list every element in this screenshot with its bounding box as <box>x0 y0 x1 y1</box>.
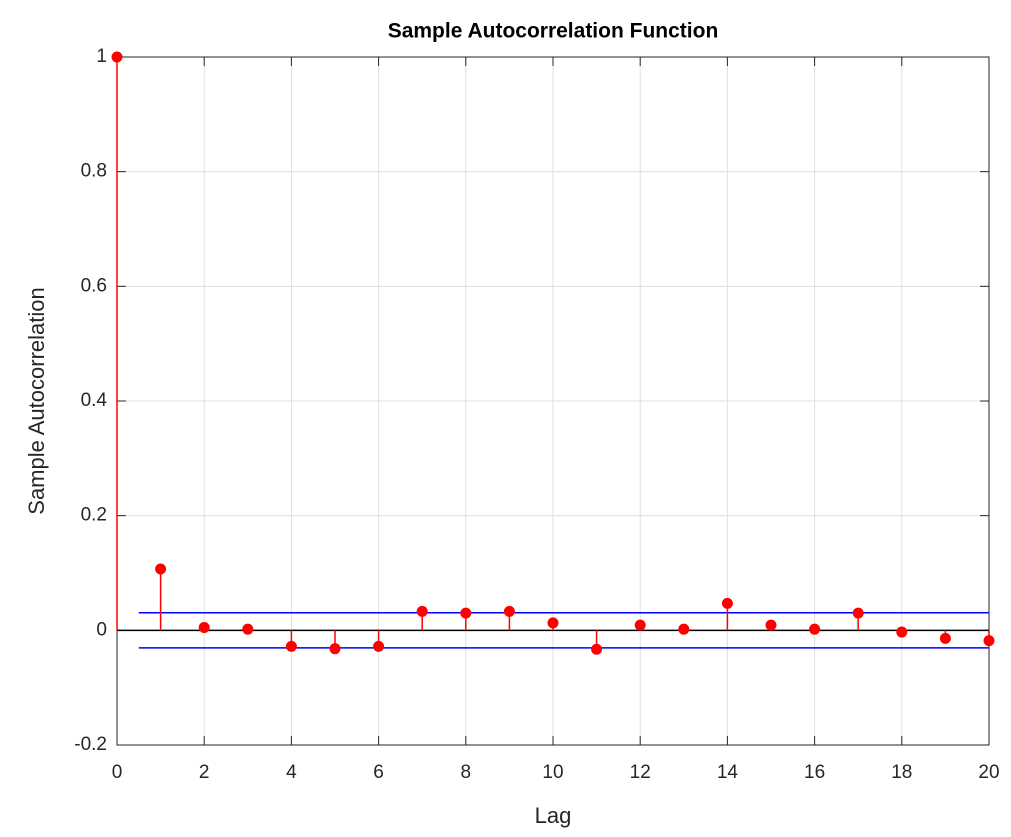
stem-marker <box>983 635 995 647</box>
y-tick-label: 0.2 <box>81 505 107 526</box>
stem-marker <box>373 640 385 652</box>
stem-marker <box>242 623 254 635</box>
x-tick-label: 18 <box>891 762 912 783</box>
x-tick-label: 4 <box>286 762 297 783</box>
x-tick-label: 8 <box>461 762 472 783</box>
stem-marker <box>198 621 210 633</box>
x-tick-label: 14 <box>717 762 739 783</box>
stem-marker <box>155 563 167 575</box>
y-tick-label: 0.6 <box>81 275 107 296</box>
y-tick-label: -0.2 <box>74 734 107 755</box>
stem-marker <box>591 643 603 655</box>
x-tick-label: 6 <box>373 762 384 783</box>
x-tick-label: 2 <box>199 762 210 783</box>
y-tick-label: 0.8 <box>81 161 107 182</box>
stem-marker <box>285 640 297 652</box>
stem-marker <box>896 626 908 638</box>
y-tick-label: 0.4 <box>81 390 108 411</box>
stem-marker <box>547 617 559 629</box>
stem-marker <box>939 632 951 644</box>
stem-marker <box>765 619 777 631</box>
stem-marker <box>460 607 472 619</box>
stem-marker <box>721 597 733 609</box>
stem-marker <box>503 605 515 617</box>
stem-marker <box>852 607 864 619</box>
stem-marker <box>416 605 428 617</box>
y-tick-label: 0 <box>96 619 107 640</box>
stem-marker <box>329 643 341 655</box>
x-tick-label: 16 <box>804 762 825 783</box>
stem-marker <box>634 619 646 631</box>
x-tick-label: 0 <box>112 762 123 783</box>
x-tick-label: 12 <box>630 762 651 783</box>
stem-marker <box>809 623 821 635</box>
x-axis-label: Lag <box>535 803 572 828</box>
x-tick-label: 20 <box>978 762 999 783</box>
chart-title: Sample Autocorrelation Function <box>388 20 719 43</box>
y-axis-label: Sample Autocorrelation <box>24 287 49 514</box>
stem-marker <box>111 51 123 63</box>
x-tick-label: 10 <box>542 762 563 783</box>
y-tick-label: 1 <box>96 46 107 67</box>
stem-marker <box>678 623 690 635</box>
